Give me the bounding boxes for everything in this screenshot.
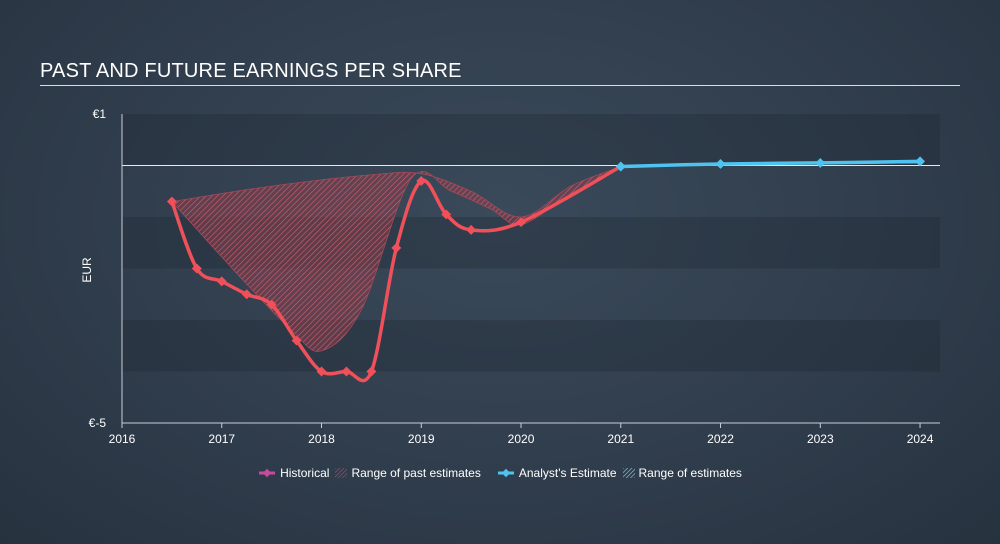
historical-point <box>366 366 377 377</box>
past-range-legend-icon <box>335 468 348 478</box>
historical-point <box>516 217 526 228</box>
x-tick-label: 2017 <box>208 432 235 446</box>
title-divider <box>40 85 960 86</box>
estimate-point <box>915 156 925 167</box>
legend-item-estimate-range[interactable]: Range of estimates <box>622 466 742 480</box>
historical-point <box>466 224 477 235</box>
historical-point <box>191 263 202 274</box>
chart-title: PAST AND FUTURE EARNINGS PER SHARE <box>40 60 462 82</box>
historical-point <box>416 176 427 186</box>
axes: 2016 2017 2018 2019 2020 2021 2022 2023 2024 €1 €-… <box>89 107 940 446</box>
x-tick-label: 2022 <box>707 432 734 446</box>
historical-point <box>341 366 352 377</box>
x-tick-label: 2018 <box>308 432 335 446</box>
historical-legend-icon <box>259 468 276 478</box>
historical-point <box>166 196 177 207</box>
historical-point <box>241 289 252 300</box>
historical-point <box>441 209 452 220</box>
legend: Historical Range of past estimates Analy… <box>0 466 1000 480</box>
legend-past-range-label: Range of past estimates <box>351 466 481 480</box>
legend-item-past-range[interactable]: Range of past estimates <box>335 466 481 480</box>
legend-historical-label: Historical <box>280 466 330 480</box>
estimate-point <box>715 159 726 169</box>
estimate-line <box>619 159 922 169</box>
x-tick-label: 2020 <box>508 432 535 446</box>
legend-estimate-label: Analyst's Estimate <box>518 466 617 480</box>
x-tick-label: 2024 <box>907 432 934 446</box>
estimate-range-legend-icon <box>622 468 635 478</box>
y-tick-label: €-5 <box>89 416 107 430</box>
y-axis-label: EUR <box>80 257 94 283</box>
y-tick-label: €1 <box>93 107 107 121</box>
legend-item-historical[interactable]: Historical <box>258 466 329 480</box>
historical-point <box>291 335 302 346</box>
x-tick-label: 2021 <box>607 432 634 446</box>
x-tick-label: 2023 <box>807 432 834 446</box>
historical-point <box>216 276 227 287</box>
band <box>122 320 940 372</box>
historical-point <box>266 299 277 310</box>
estimate-point <box>615 161 626 172</box>
historical-point <box>316 366 327 377</box>
historical-point <box>391 242 402 253</box>
past-range-area <box>171 166 621 352</box>
legend-estimate-range-label: Range of estimates <box>638 466 742 480</box>
x-tick-label: 2019 <box>408 432 435 446</box>
band <box>122 114 940 166</box>
past-estimates-range <box>171 166 621 352</box>
series-markers <box>166 156 925 377</box>
x-tick-label: 2016 <box>109 432 136 446</box>
legend-item-estimate[interactable]: Analyst's Estimate <box>497 466 617 480</box>
estimate-point <box>815 157 826 168</box>
estimate-legend-icon <box>497 468 514 478</box>
